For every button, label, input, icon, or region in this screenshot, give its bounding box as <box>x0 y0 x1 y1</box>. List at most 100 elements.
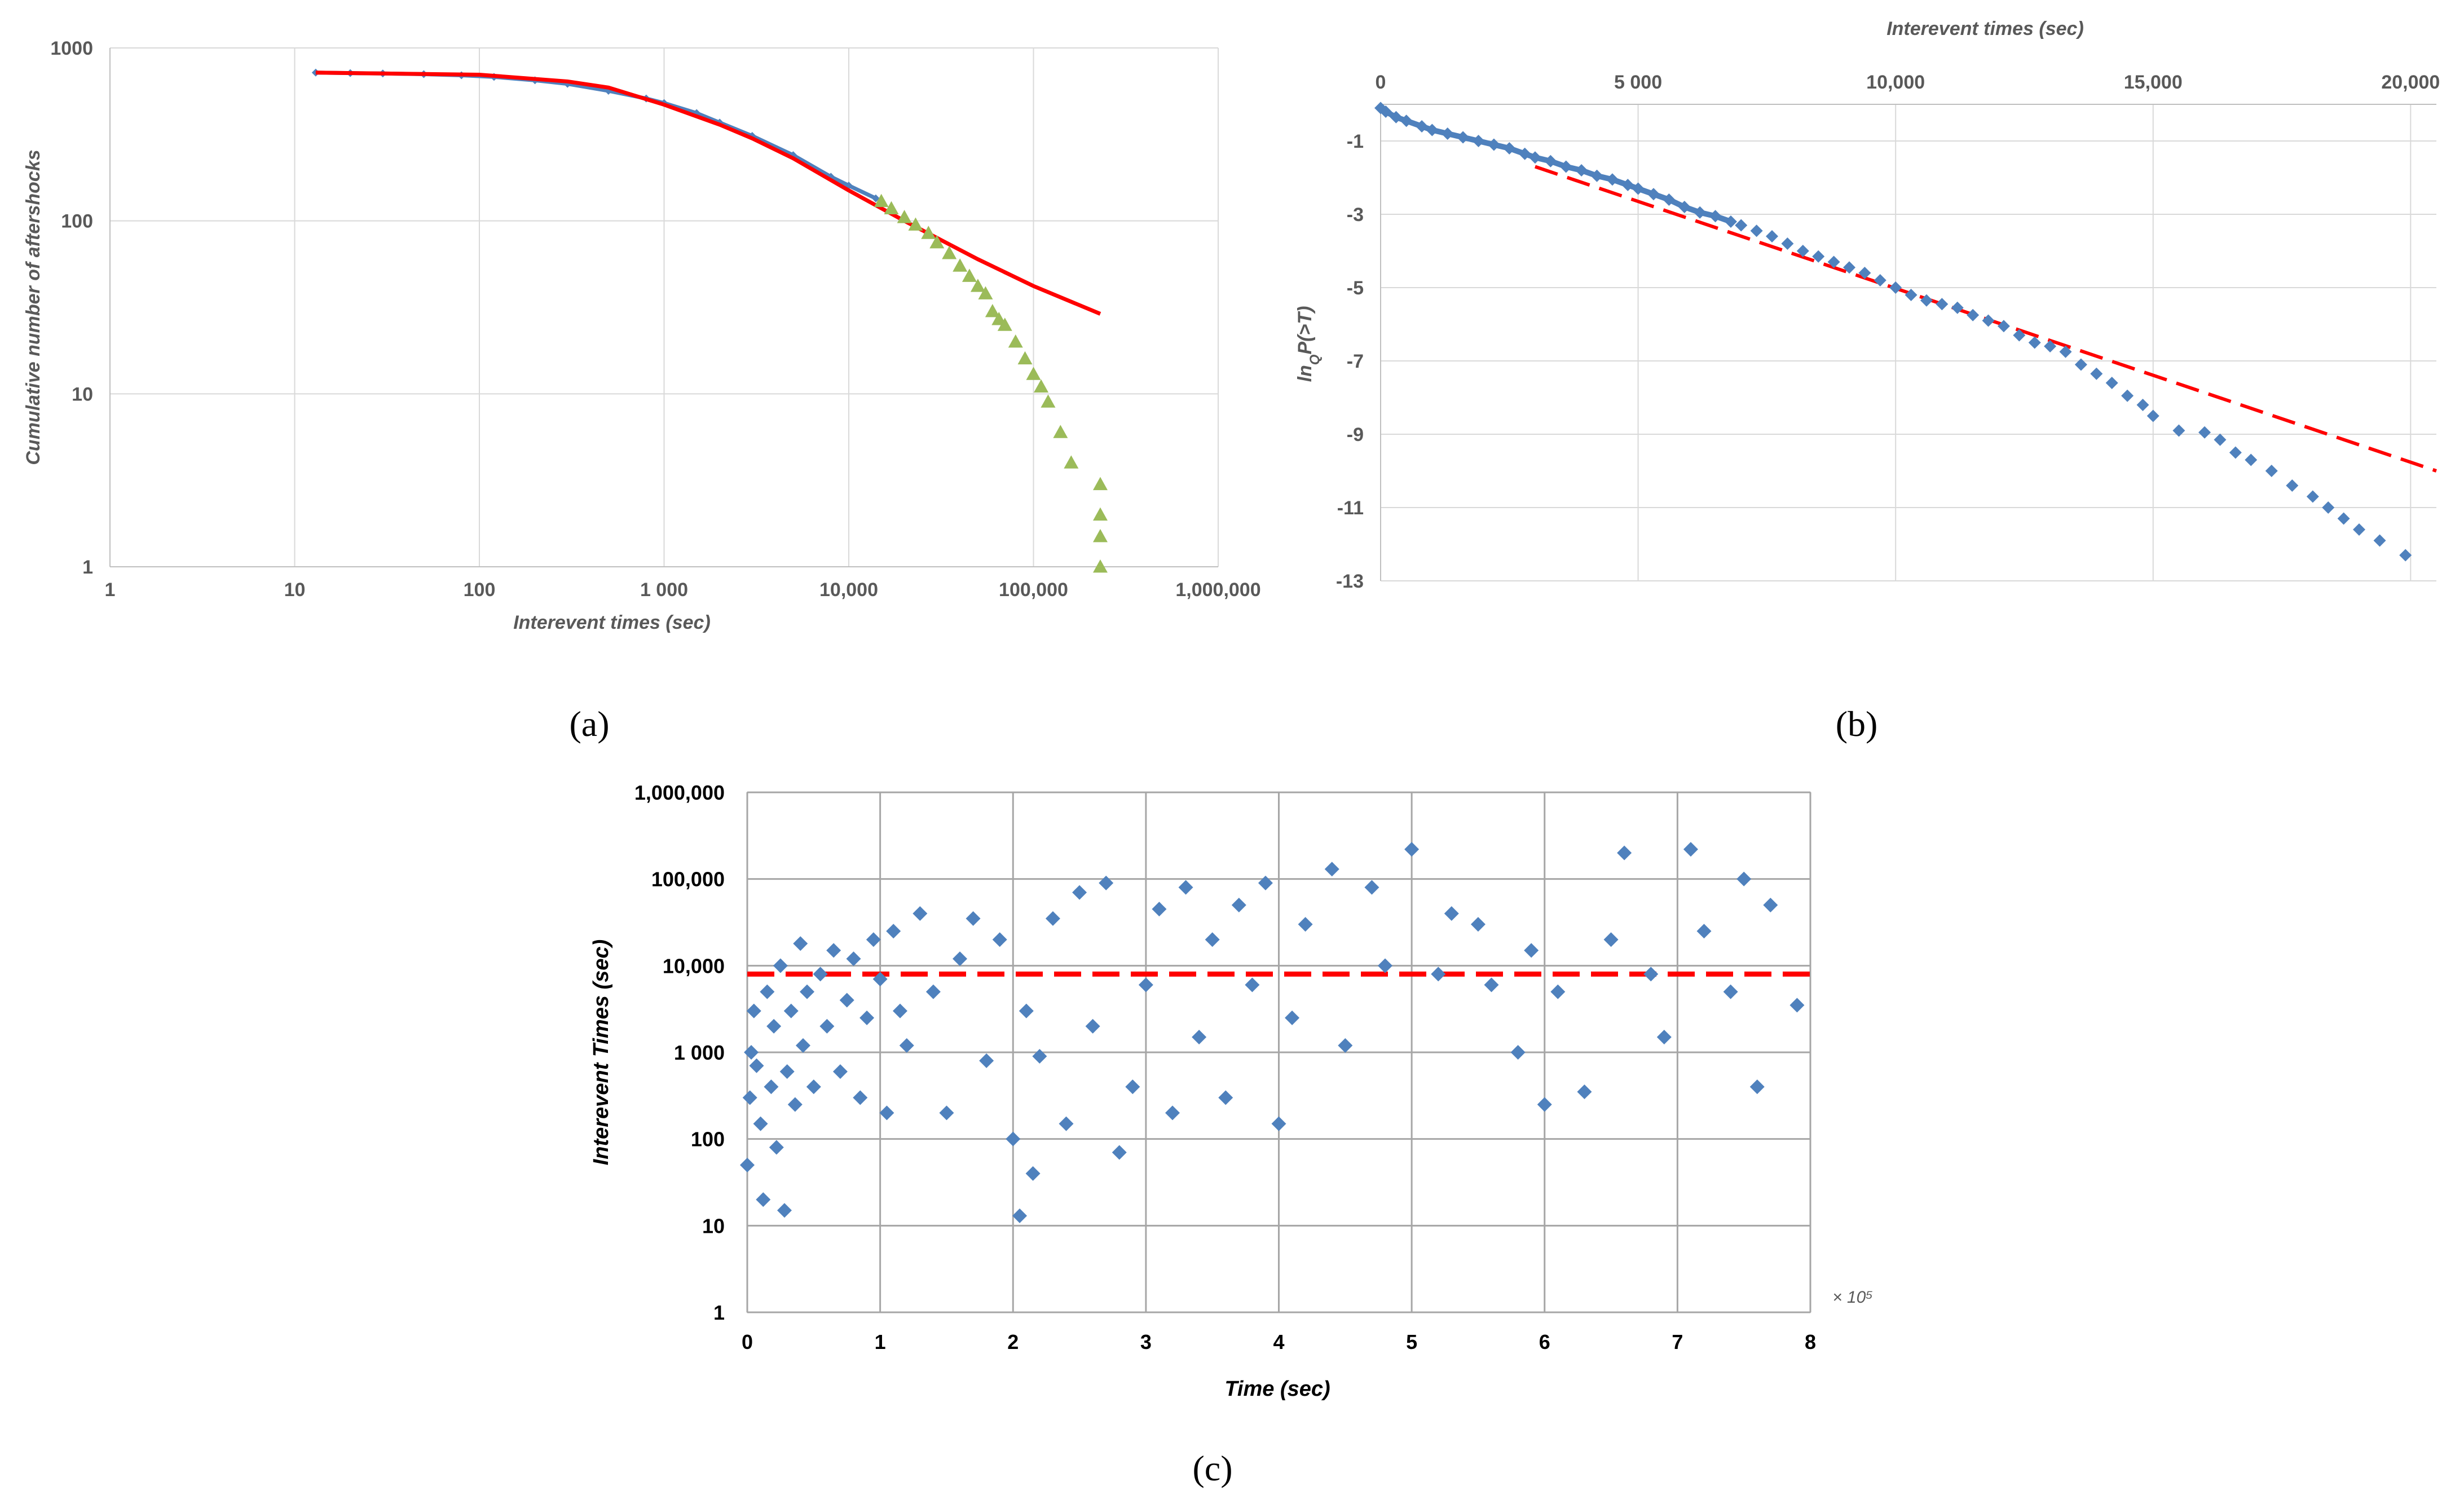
x-tick-label: 2 <box>1007 1330 1019 1353</box>
point-observed <box>859 1010 875 1025</box>
point-observed <box>819 1018 835 1034</box>
point-observed <box>2353 523 2366 536</box>
point-observed <box>1656 1029 1672 1044</box>
point-observed <box>1694 206 1707 219</box>
point-observed <box>1643 967 1659 982</box>
point-observed <box>2286 479 2299 492</box>
point-observed <box>1683 842 1698 857</box>
point-observed <box>1099 875 1114 890</box>
point-observed <box>846 951 861 967</box>
point-observed <box>1524 943 1539 958</box>
point-observed <box>1019 1003 1034 1018</box>
point-observed <box>1559 160 1572 173</box>
point-observed <box>979 1053 994 1068</box>
y-tick-label: -11 <box>1337 497 1364 519</box>
chart-b: 0 5 000 10,000 15,000 20,000 -1 -3 -5 -7 -9 -11 -13… <box>1294 18 2440 592</box>
point-observed <box>744 1045 759 1060</box>
point-observed <box>1827 255 1840 268</box>
point-observed <box>1258 875 1273 890</box>
x-multiplier: × 10⁵ <box>1832 1288 1873 1307</box>
point-observed <box>1431 967 1446 982</box>
point-tail <box>929 235 945 249</box>
point-observed <box>1125 1079 1140 1095</box>
point-tail <box>970 279 985 292</box>
point-observed <box>2136 399 2149 411</box>
point-observed <box>1085 1018 1100 1034</box>
y-tick-label: 1 000 <box>674 1041 725 1064</box>
point-observed <box>2044 340 2057 352</box>
point-observed <box>779 1064 795 1079</box>
point-observed <box>913 906 928 921</box>
x-tick-label: 1 <box>875 1330 886 1353</box>
point-observed <box>1874 274 1886 286</box>
point-observed <box>1192 1029 1207 1044</box>
point-observed <box>1444 906 1459 921</box>
point-tail <box>1092 507 1108 521</box>
x-tick-label: 6 <box>1539 1330 1550 1353</box>
x-axis-title: Interevent times (sec) <box>1886 18 2084 39</box>
point-tail <box>985 304 1000 318</box>
point-observed <box>872 972 888 987</box>
y-tick-label: -7 <box>1347 351 1364 372</box>
point-observed <box>1032 1049 1047 1064</box>
x-tick-label: 4 <box>1273 1330 1284 1353</box>
x-tick-label: 8 <box>1805 1330 1816 1353</box>
point-observed <box>1537 1097 1552 1112</box>
point-observed <box>760 984 775 999</box>
point-tail <box>1092 477 1108 491</box>
point-observed <box>756 1192 771 1207</box>
point-observed <box>1178 880 1193 895</box>
point-observed <box>1025 1166 1041 1181</box>
point-observed <box>766 1018 782 1034</box>
point-observed <box>749 1058 764 1073</box>
point-observed <box>1400 114 1413 127</box>
series-observed-line <box>315 70 877 200</box>
point-observed <box>1271 1116 1286 1131</box>
point-tail <box>1008 334 1023 348</box>
point-tail <box>908 217 923 231</box>
point-observed <box>966 911 981 926</box>
x-tick-label: 10 <box>284 579 306 601</box>
point-observed <box>1364 880 1379 895</box>
point-observed <box>1379 105 1392 118</box>
x-axis-title: Time (sec) <box>1224 1377 1330 1401</box>
point-observed <box>1426 124 1439 136</box>
point-observed <box>2198 426 2211 439</box>
point-observed <box>879 1105 894 1121</box>
point-observed <box>1789 998 1805 1013</box>
point-observed <box>992 932 1007 947</box>
point-observed <box>1858 267 1871 279</box>
y-axis-title: Interevent Times (sec) <box>589 940 613 1166</box>
point-observed <box>2265 465 2278 477</box>
point-observed <box>853 1090 868 1105</box>
point-observed <box>1112 1145 1127 1160</box>
panel-label-b: (b) <box>1836 704 1878 744</box>
point-observed <box>740 1157 755 1172</box>
y-tick-label: -5 <box>1347 277 1364 299</box>
point-observed <box>1905 289 1918 301</box>
point-observed <box>1843 261 1855 274</box>
point-tail <box>884 201 899 215</box>
x-tick-label: 3 <box>1140 1330 1152 1353</box>
point-tail <box>897 210 912 223</box>
point-observed <box>2306 490 2319 503</box>
point-observed <box>769 1140 784 1155</box>
point-observed <box>2399 549 2412 562</box>
point-observed <box>1404 842 1420 857</box>
panel-label-c: (c) <box>1192 1448 1232 1488</box>
x-tick-label: 20,000 <box>2381 72 2440 93</box>
point-observed <box>2059 345 2072 358</box>
point-observed <box>1165 1105 1180 1121</box>
x-tick-label: 15,000 <box>2124 72 2183 93</box>
point-tail <box>1064 455 1079 469</box>
y-tick-label: -9 <box>1347 424 1364 446</box>
point-observed <box>1072 885 1087 900</box>
point-tail <box>978 286 993 299</box>
point-observed <box>2121 389 2134 402</box>
point-observed <box>1390 111 1403 124</box>
point-observed <box>764 1079 779 1095</box>
y-tick-label: 10 <box>72 383 93 405</box>
point-observed <box>795 1038 810 1053</box>
point-observed <box>1749 1079 1765 1095</box>
point-observed <box>2028 336 2041 349</box>
